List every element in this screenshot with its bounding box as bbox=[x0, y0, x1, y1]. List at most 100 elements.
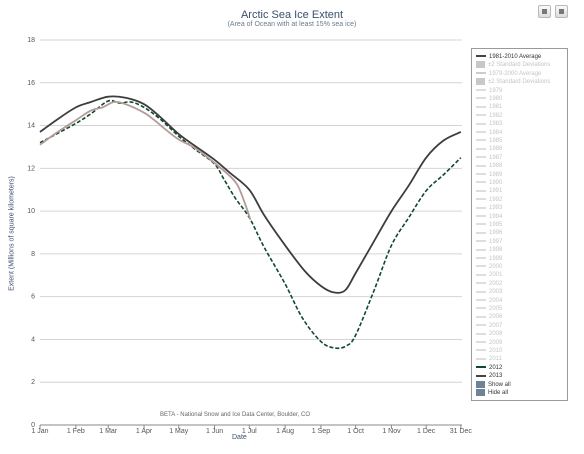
legend-item[interactable]: 2003 bbox=[476, 288, 502, 297]
legend-line-swatch bbox=[476, 147, 486, 150]
legend-line-swatch bbox=[476, 198, 486, 201]
legend-item[interactable]: 1979 bbox=[476, 87, 502, 96]
x-tick-label: 1 Mar bbox=[99, 428, 118, 435]
legend-item[interactable]: 1983 bbox=[476, 120, 502, 129]
legend-item[interactable]: 2007 bbox=[476, 322, 502, 331]
legend-item[interactable]: 2000 bbox=[476, 263, 502, 272]
legend-item[interactable]: 2010 bbox=[476, 347, 502, 356]
legend-label: 2003 bbox=[489, 289, 503, 296]
legend-item[interactable]: 1979-2000 Average bbox=[476, 70, 541, 79]
y-tick-label: 18 bbox=[27, 37, 35, 44]
legend-item[interactable]: 1997 bbox=[476, 238, 502, 247]
legend-label: 1989 bbox=[489, 171, 503, 178]
legend-line-swatch bbox=[476, 248, 486, 251]
legend-box-swatch bbox=[476, 389, 485, 396]
legend-item[interactable]: 2011 bbox=[476, 355, 502, 364]
legend-item[interactable]: ±2 Standard Deviations bbox=[476, 61, 550, 70]
legend-label: ±2 Standard Deviations bbox=[488, 62, 551, 69]
legend-label: 1984 bbox=[489, 129, 503, 136]
legend-line-swatch bbox=[476, 139, 486, 142]
legend-line-swatch bbox=[476, 315, 486, 318]
legend-line-swatch bbox=[476, 215, 486, 218]
legend-line-swatch bbox=[476, 72, 486, 75]
legend-label: ±2 Standard Deviations bbox=[488, 79, 551, 86]
legend-line-swatch bbox=[476, 89, 486, 92]
legend-item[interactable]: 2006 bbox=[476, 313, 502, 322]
legend-label: 1987 bbox=[489, 154, 503, 161]
x-tick-label: 1 Sep bbox=[312, 428, 330, 435]
print-button[interactable] bbox=[538, 5, 551, 18]
legend-item[interactable]: 1994 bbox=[476, 213, 502, 222]
legend-item[interactable]: 2009 bbox=[476, 339, 502, 348]
x-tick-label: 1 Oct bbox=[347, 428, 364, 435]
x-tick-label: 1 Jul bbox=[242, 428, 257, 435]
legend-item[interactable]: 1996 bbox=[476, 229, 502, 238]
legend-line-swatch bbox=[476, 206, 486, 209]
legend-item[interactable]: 1981-2010 Average bbox=[476, 53, 541, 62]
legend-item[interactable]: 2001 bbox=[476, 271, 502, 280]
legend-line-swatch bbox=[476, 341, 486, 344]
legend-item[interactable]: 1991 bbox=[476, 187, 502, 196]
legend-label: 2011 bbox=[489, 356, 502, 363]
legend-label: 2012 bbox=[489, 364, 503, 371]
legend-box-swatch bbox=[476, 78, 485, 86]
legend-item[interactable]: 1986 bbox=[476, 145, 502, 154]
show-all-button[interactable]: Show all bbox=[476, 380, 511, 390]
x-tick-label: 1 Jan bbox=[31, 428, 48, 435]
legend: 1981-2010 Average ±2 Standard Deviations 1… bbox=[471, 48, 568, 401]
legend-line-swatch bbox=[476, 181, 486, 184]
legend-label: 1991 bbox=[489, 188, 503, 195]
legend-line-swatch bbox=[476, 156, 486, 159]
legend-item[interactable]: 2012 bbox=[476, 364, 502, 373]
legend-item[interactable]: 1982 bbox=[476, 112, 502, 121]
legend-item[interactable]: 1993 bbox=[476, 204, 502, 213]
legend-label: Hide all bbox=[488, 390, 509, 397]
x-tick-label: 1 Dec bbox=[417, 428, 436, 435]
legend-item[interactable]: 1992 bbox=[476, 196, 502, 205]
legend-item[interactable]: 1984 bbox=[476, 129, 502, 138]
x-tick-label: 1 Jun bbox=[206, 428, 223, 435]
legend-item[interactable]: 1985 bbox=[476, 137, 502, 146]
legend-label: 1979-2000 Average bbox=[489, 70, 542, 77]
series-line-2013 bbox=[39, 100, 252, 220]
legend-line-swatch bbox=[476, 332, 486, 335]
legend-item[interactable]: 2013 bbox=[476, 372, 502, 381]
legend-label: 2009 bbox=[489, 339, 503, 346]
legend-item[interactable]: 1998 bbox=[476, 246, 502, 255]
legend-item[interactable]: 2005 bbox=[476, 305, 502, 314]
legend-item[interactable]: 1987 bbox=[476, 154, 502, 163]
legend-item[interactable]: 1989 bbox=[476, 171, 502, 180]
legend-item[interactable]: 1988 bbox=[476, 162, 502, 171]
legend-line-swatch bbox=[476, 114, 486, 117]
legend-line-swatch bbox=[476, 240, 486, 243]
legend-item[interactable]: 1999 bbox=[476, 255, 502, 264]
legend-line-swatch bbox=[476, 299, 486, 302]
legend-item[interactable]: 1981 bbox=[476, 103, 502, 112]
chart-subtitle: (Area of Ocean with at least 15% sea ice… bbox=[227, 21, 357, 28]
legend-line-swatch bbox=[476, 374, 486, 377]
x-tick-label: 1 Apr bbox=[136, 428, 153, 435]
legend-line-swatch bbox=[476, 357, 486, 360]
legend-label: 2013 bbox=[489, 373, 503, 380]
legend-line-swatch bbox=[476, 366, 486, 369]
legend-line-swatch bbox=[476, 290, 486, 293]
legend-box-swatch bbox=[476, 61, 485, 69]
legend-label: 2006 bbox=[489, 314, 503, 321]
legend-item[interactable]: 1995 bbox=[476, 221, 502, 230]
legend-item[interactable]: 2004 bbox=[476, 297, 502, 306]
legend-line-swatch bbox=[476, 257, 486, 260]
legend-line-swatch bbox=[476, 273, 486, 276]
y-axis-label: Extent (Millions of square kilometers) bbox=[8, 176, 16, 291]
legend-label: 1997 bbox=[489, 238, 503, 245]
legend-item[interactable]: 1990 bbox=[476, 179, 502, 188]
legend-item[interactable]: 2008 bbox=[476, 330, 502, 339]
legend-item[interactable]: 2002 bbox=[476, 280, 502, 289]
legend-label: 2002 bbox=[489, 280, 503, 287]
legend-item[interactable]: 1980 bbox=[476, 95, 502, 104]
legend-line-swatch bbox=[476, 223, 486, 226]
export-button[interactable] bbox=[555, 5, 568, 18]
legend-item[interactable]: ±2 Standard Deviations bbox=[476, 78, 550, 87]
legend-label: 1996 bbox=[489, 230, 503, 237]
hide-all-button[interactable]: Hide all bbox=[476, 389, 508, 398]
legend-label: 1981-2010 Average bbox=[489, 54, 542, 60]
